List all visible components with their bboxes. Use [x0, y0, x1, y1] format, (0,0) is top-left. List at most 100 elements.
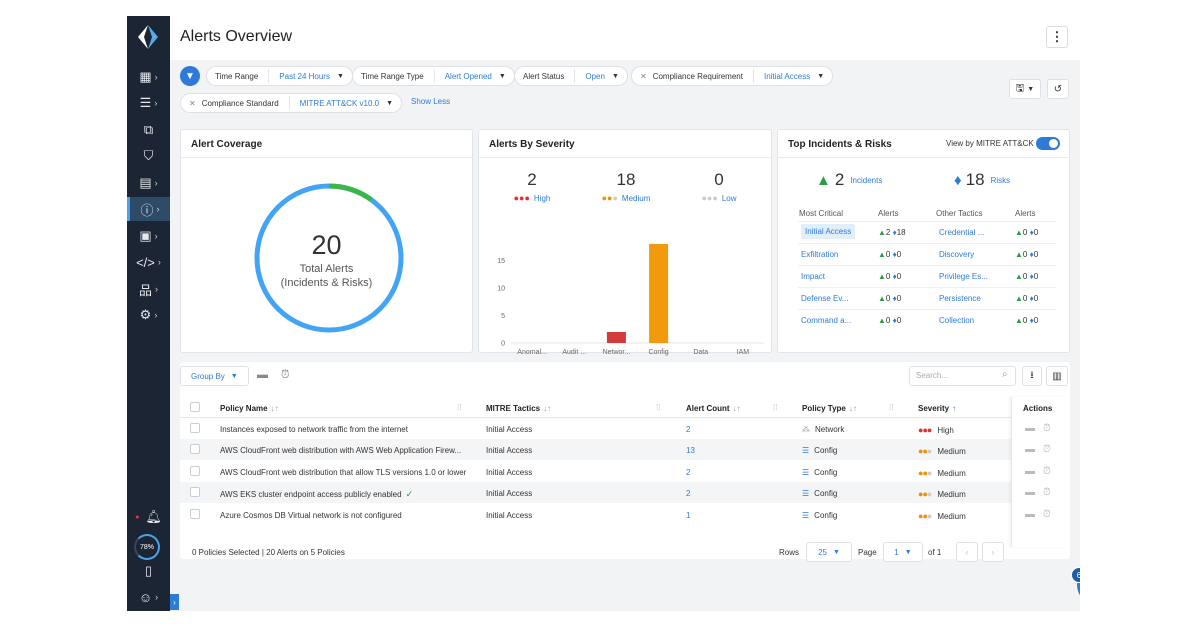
- table-row[interactable]: AWS CloudFront web distribution with AWS…: [180, 439, 1070, 461]
- mitre-toggle[interactable]: [1036, 137, 1060, 150]
- inventory-icon[interactable]: ⧉: [143, 122, 154, 137]
- snooze-alert-icon[interactable]: ⏰︎: [1043, 508, 1051, 520]
- group-by-button[interactable]: Group By ▼: [180, 366, 249, 386]
- expand-rail-button[interactable]: ›: [170, 594, 179, 610]
- logo-icon[interactable]: [137, 24, 159, 50]
- filter-compliance-standard[interactable]: ✕ Compliance Standard MITRE ATT&CK v10.0…: [180, 93, 403, 113]
- settings-gear-icon[interactable]: ⚙ ›: [139, 307, 158, 322]
- policy-name-cell[interactable]: AWS EKS cluster endpoint access publicly…: [220, 489, 413, 500]
- filter-time-range-type[interactable]: Time Range Type Alert Opened ▼: [352, 66, 515, 86]
- remove-filter-icon[interactable]: ✕: [189, 98, 196, 108]
- code-icon[interactable]: </> ›: [136, 254, 161, 270]
- progress-ring[interactable]: 78%: [134, 534, 160, 560]
- table-row[interactable]: Azure Cosmos DB Virtual network is not c…: [180, 504, 1070, 525]
- save-filter-button[interactable]: 🖫︎ ▼: [1009, 79, 1041, 99]
- col-alert-count[interactable]: Alert Count ↓↑: [686, 404, 741, 413]
- critical-tactic-link[interactable]: Initial Access: [801, 224, 856, 239]
- filter-alert-status[interactable]: Alert Status Open ▼: [514, 66, 628, 86]
- reset-filter-button[interactable]: ↺: [1047, 79, 1069, 99]
- network-icon[interactable]: 品 ›: [138, 282, 158, 298]
- col-policy-name[interactable]: Policy Name ↓↑: [220, 404, 279, 413]
- other-tactic-link[interactable]: Collection: [939, 316, 975, 325]
- download-button[interactable]: ⭳: [1022, 366, 1042, 386]
- more-options-button[interactable]: ⋮: [1046, 26, 1068, 48]
- dismiss-alert-icon[interactable]: ▬: [1025, 487, 1035, 499]
- critical-tactic-link[interactable]: Command a...: [801, 316, 852, 325]
- book-icon[interactable]: ▯: [144, 563, 153, 578]
- filter-funnel-icon[interactable]: ▼: [180, 66, 200, 86]
- col-mitre-tactics[interactable]: MITRE Tactics ↓↑: [486, 404, 551, 413]
- severity-low[interactable]: 0 ●●● Low: [684, 170, 754, 203]
- prev-page-button[interactable]: ‹: [956, 542, 978, 562]
- other-tactic-link[interactable]: Discovery: [939, 250, 975, 259]
- column-resize-handle[interactable]: ⁞⁞: [656, 403, 661, 412]
- risk-icon: ♦: [892, 316, 897, 325]
- dismiss-alert-icon[interactable]: ▬: [1025, 465, 1035, 477]
- col-severity[interactable]: Severity ↑: [918, 404, 956, 413]
- snooze-icon[interactable]: ⏰︎: [281, 369, 290, 381]
- help-button[interactable]: ?: [1077, 566, 1080, 604]
- policy-name-cell[interactable]: Azure Cosmos DB Virtual network is not c…: [220, 511, 402, 520]
- policy-name-cell[interactable]: Instances exposed to network traffic fro…: [220, 425, 408, 434]
- snooze-alert-icon[interactable]: ⏰︎: [1043, 487, 1051, 499]
- other-tactic-link[interactable]: Privilege Es...: [939, 272, 988, 281]
- user-icon[interactable]: ☺ ›: [138, 589, 159, 605]
- other-tactic-link[interactable]: Credential ...: [939, 228, 985, 237]
- show-less-link[interactable]: Show Less: [411, 97, 451, 106]
- column-resize-handle[interactable]: ⁞⁞: [457, 403, 462, 412]
- table-row[interactable]: AWS CloudFront web distribution that all…: [180, 461, 1070, 482]
- dashboard-icon[interactable]: ▦ ›: [139, 69, 158, 84]
- severity-high[interactable]: 2 ●●● High: [497, 170, 567, 203]
- policy-name-cell[interactable]: AWS CloudFront web distribution with AWS…: [220, 446, 461, 455]
- table-row[interactable]: AWS EKS cluster endpoint access publicly…: [180, 482, 1070, 504]
- bar[interactable]: [606, 332, 626, 343]
- alert-count-link[interactable]: 2: [686, 425, 691, 434]
- alert-count-link[interactable]: 2: [686, 467, 691, 477]
- rows-per-page-select[interactable]: 25 ▼: [806, 542, 852, 562]
- critical-tactic-link[interactable]: Exfiltration: [801, 250, 839, 259]
- column-resize-handle[interactable]: ⁞⁞: [889, 403, 894, 412]
- filter-time-range[interactable]: Time Range Past 24 Hours ▼: [206, 66, 353, 86]
- alerts-icon[interactable]: ⓘ ›: [127, 197, 170, 221]
- bar[interactable]: [649, 244, 669, 343]
- row-checkbox[interactable]: [190, 508, 200, 519]
- severity-medium[interactable]: 18 ●●● Medium: [591, 170, 661, 203]
- alert-count-link[interactable]: 2: [686, 489, 691, 499]
- dismiss-alert-icon[interactable]: ▬: [1025, 444, 1035, 456]
- col-policy-type[interactable]: Policy Type ↓↑: [802, 404, 857, 413]
- snooze-alert-icon[interactable]: ⏰︎: [1043, 465, 1051, 477]
- archive-icon[interactable]: ▬: [257, 369, 268, 381]
- row-checkbox[interactable]: [190, 465, 200, 476]
- table-row[interactable]: Instances exposed to network traffic fro…: [180, 418, 1070, 439]
- critical-tactic-link[interactable]: Defense Ev...: [801, 294, 849, 303]
- dismiss-alert-icon[interactable]: ▬: [1025, 508, 1035, 520]
- next-page-button[interactable]: ›: [982, 542, 1004, 562]
- other-tactic-link[interactable]: Persistence: [939, 294, 981, 303]
- columns-button[interactable]: ▥: [1046, 366, 1068, 386]
- column-resize-handle[interactable]: ⁞⁞: [773, 403, 778, 412]
- row-checkbox[interactable]: [190, 487, 200, 498]
- alert-count-link[interactable]: 13: [686, 446, 695, 456]
- investigate-icon[interactable]: ☰ ›: [139, 95, 158, 110]
- select-all-checkbox[interactable]: [190, 402, 200, 412]
- risks-stat[interactable]: ♦ 18 Risks: [954, 170, 1010, 190]
- row-checkbox[interactable]: [190, 423, 200, 433]
- filter-compliance-requirement[interactable]: ✕ Compliance Requirement Initial Access …: [631, 66, 834, 86]
- incidents-stat[interactable]: ▲ 2 Incidents: [816, 170, 882, 190]
- incident-count: 2: [885, 228, 891, 237]
- page-select[interactable]: 1 ▼: [883, 542, 923, 562]
- alert-count-link[interactable]: 1: [686, 510, 691, 520]
- critical-tactic-link[interactable]: Impact: [801, 272, 826, 281]
- config-type-icon: ☰: [802, 446, 810, 456]
- row-checkbox[interactable]: [190, 444, 200, 455]
- policy-name-cell[interactable]: AWS CloudFront web distribution that all…: [220, 468, 466, 477]
- shield-icon[interactable]: ⛉: [143, 148, 154, 163]
- remove-filter-icon[interactable]: ✕: [640, 71, 647, 81]
- search-input[interactable]: Search...: [909, 366, 1016, 386]
- compute-icon[interactable]: ▣ ›: [139, 228, 158, 243]
- compliance-icon[interactable]: ▤ ›: [139, 175, 158, 190]
- snooze-alert-icon[interactable]: ⏰︎: [1043, 444, 1051, 456]
- snooze-alert-icon[interactable]: ⏰︎: [1043, 423, 1051, 434]
- dismiss-alert-icon[interactable]: ▬: [1025, 423, 1035, 434]
- bell-icon[interactable]: ● 🔔︎: [135, 509, 162, 524]
